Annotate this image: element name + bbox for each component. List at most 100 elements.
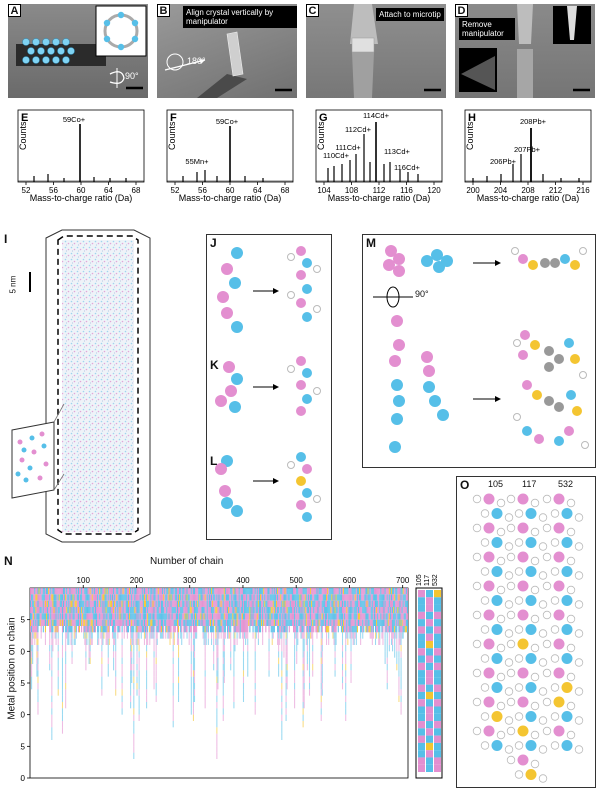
selected-cell [426,757,433,765]
ligand-atom [538,687,548,696]
heatmap-cell [305,613,307,620]
heatmap-cell [140,607,142,614]
heatmap-cell [147,594,149,601]
heatmap-cell [262,600,264,607]
heatmap-cell [71,651,73,658]
heatmap-cell [160,588,163,595]
heatmap-cell [116,588,118,595]
heatmap-cell [246,632,248,639]
heatmap-cell [303,626,305,633]
heatmap-cell [143,607,145,614]
ligand-atom [550,509,560,518]
heatmap-cell [217,600,219,607]
heatmap-cell [237,613,239,620]
heatmap-cell [59,619,61,626]
heatmap-cell [105,607,107,614]
heatmap-cell [315,626,317,633]
heatmap-cell [396,619,398,626]
ligand-atom [496,614,506,624]
heatmap-cell [186,588,188,595]
selected-cell [418,662,425,671]
heatmap-cell [175,613,177,620]
heatmap-cell [105,632,107,639]
heatmap-cell [386,664,388,671]
heatmap-cell [327,594,329,601]
heatmap-cell [247,632,249,639]
heatmap-cell [165,632,167,639]
heatmap-cell [190,676,192,683]
ligand-atom [538,600,548,609]
heatmap-cell [63,588,65,595]
heatmap-cell [338,588,340,595]
heatmap-cell [352,588,354,595]
heatmap-cell [180,600,182,607]
metal-atom [491,566,503,577]
heatmap-cell [149,594,151,601]
heatmap-cell [401,632,403,639]
heatmap-cell [369,600,371,607]
heatmap-cell [146,619,148,626]
heatmap-cell [359,588,361,595]
heatmap-cell [313,613,315,620]
heatmap-cell [131,676,133,683]
heatmap-cell [152,626,154,633]
heatmap-cell [328,619,330,626]
heatmap-cell [146,632,148,639]
heatmap-cell [193,657,196,664]
heatmap-cell [240,588,242,595]
heatmap-cell [45,594,48,601]
heatmap-cell [242,664,245,671]
heatmap-cell [334,657,336,664]
heatmap-cell [269,619,271,626]
heatmap-cell [399,632,401,639]
heatmap-cell [41,619,43,626]
heatmap-cell [137,588,139,595]
heatmap-cell [400,619,402,626]
heatmap-cell [296,600,298,607]
heatmap-cell [324,619,327,626]
heatmap-cell [193,664,196,671]
heatmap-cell [172,714,174,721]
heatmap-cell [398,695,400,702]
heatmap-cell [125,607,127,614]
heatmap-cell [203,600,205,607]
heatmap-cell [338,594,340,601]
heatmap-cell [181,619,183,626]
heatmap-cell [349,626,351,633]
heatmap-cell [78,607,81,614]
heatmap-cell [98,588,100,595]
heatmap-cell [303,594,305,601]
heatmap-cell [394,600,396,607]
heatmap-cell [334,632,336,639]
metal-atom [561,711,573,722]
heatmap-cell [384,588,386,595]
heatmap-cell [38,613,40,620]
heatmap-cell [202,600,204,607]
heatmap-cell [32,619,34,626]
heatmap-cell [214,619,216,626]
heatmap-cell [355,619,357,626]
heatmap-cell [232,594,234,601]
heatmap-cell [383,607,385,614]
heatmap-cell [45,588,48,595]
heatmap-cell [31,632,33,639]
heatmap-cell [97,613,99,620]
heatmap-cell [135,607,137,614]
selected-label: 105 [416,574,423,586]
heatmap-cell [105,613,107,620]
heatmap-cell [51,670,53,677]
heatmap-cell [268,594,270,601]
heatmap-cell [256,613,258,620]
heatmap-cell [302,632,304,639]
heatmap-cell [402,619,404,626]
heatmap-cell [228,607,230,614]
heatmap-cell [239,632,241,639]
metal-atom [553,609,565,621]
heatmap-cell [92,613,94,620]
heatmap-cell [121,632,123,639]
heatmap-cell [37,689,39,696]
heatmap-cell [124,588,126,595]
heatmap-cell [86,600,88,607]
heatmap-cell [387,619,389,626]
peak-label-G: 113Cd+ [384,147,411,156]
